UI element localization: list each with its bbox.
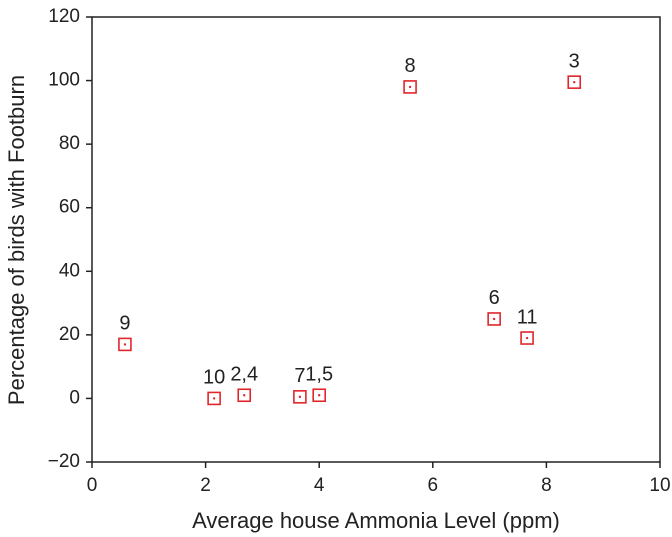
point-label: 11 (517, 306, 538, 328)
point-label: 3 (569, 50, 580, 72)
y-tick-label: 60 (59, 197, 80, 218)
x-tick-label: 2 (200, 475, 211, 496)
point-label: 10 (203, 367, 225, 389)
point (118, 337, 132, 352)
y-tick-label: 20 (59, 324, 80, 345)
point (237, 388, 252, 403)
point (293, 390, 307, 404)
x-tick-label: 8 (541, 475, 552, 496)
y-tick-label: 0 (69, 387, 80, 408)
point (207, 391, 221, 406)
point-dot (408, 85, 412, 89)
point-dot (525, 336, 529, 340)
x-tick-label: 0 (87, 475, 98, 496)
point-label: 1,5 (305, 364, 333, 386)
y-tick-label: 40 (59, 260, 80, 281)
point-label: 2,4 (230, 364, 258, 386)
y-tick-label: −20 (48, 451, 80, 472)
point-dot (243, 394, 246, 397)
y-tick-label: 80 (59, 133, 80, 154)
x-tick-label: 10 (649, 475, 670, 496)
point-dot (298, 395, 302, 399)
y-tick-label: 120 (48, 6, 80, 27)
point-label: 8 (405, 55, 416, 77)
point-label: 6 (489, 287, 500, 309)
point (567, 75, 582, 89)
plot-frame (91, 16, 661, 463)
x-tick-label: 4 (314, 475, 325, 496)
point-label: 7 (294, 365, 305, 387)
point (520, 331, 534, 345)
point (403, 80, 417, 94)
point-label: 9 (119, 313, 130, 335)
point-dot (212, 397, 216, 400)
point (312, 388, 327, 403)
point-dot (573, 80, 576, 84)
y-tick-label: 100 (48, 70, 80, 91)
point-dot (123, 343, 127, 346)
x-tick-label: 6 (428, 475, 439, 496)
point-dot (318, 394, 321, 397)
point (487, 312, 501, 326)
point-dot (492, 317, 496, 321)
x-axis-title: Average house Ammonia Level (ppm) (192, 508, 560, 533)
y-axis-title: Percentage of birds with Footburn (4, 75, 29, 405)
